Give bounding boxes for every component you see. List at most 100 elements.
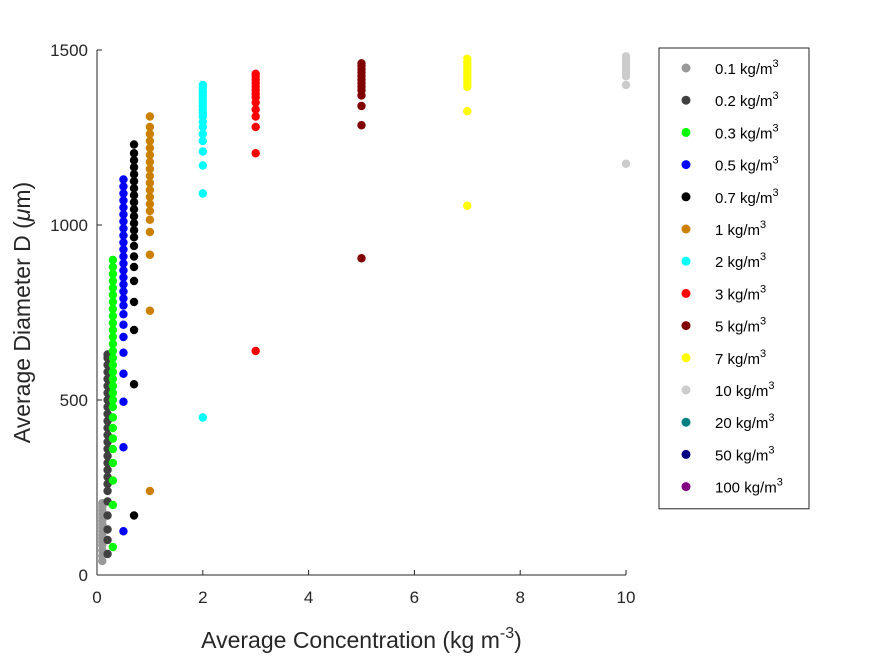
x-axis-title: Average Concentration (kg m-3) [201, 625, 522, 653]
data-point [108, 283, 118, 293]
y-axis-title: Average Diameter D (μm) [9, 182, 35, 443]
y-tick-label: 1500 [50, 41, 88, 60]
data-point [145, 143, 155, 153]
data-point [108, 423, 118, 433]
data-point [108, 318, 118, 328]
legend-box [658, 47, 810, 510]
data-point [129, 511, 139, 520]
legend-label: 7 kg/m3 [715, 348, 766, 368]
data-point [129, 149, 139, 158]
legend-label: 2 kg/m3 [715, 251, 766, 271]
data-point [145, 164, 155, 174]
data-point [119, 231, 128, 240]
data-point [145, 192, 155, 202]
data-point [108, 367, 118, 377]
data-point [103, 465, 112, 475]
legend-marker [681, 95, 691, 105]
data-point [129, 262, 139, 272]
y-tick-label: 500 [60, 391, 88, 410]
data-point [251, 346, 260, 356]
legend-marker [681, 353, 691, 363]
axes: 0 2 4 6 8 10 0 500 1000 1500 Average Concentration… [9, 41, 635, 653]
data-point [129, 198, 139, 207]
data-point [129, 241, 139, 251]
legend-label: 0.5 kg/m3 [715, 155, 779, 175]
data-point [108, 413, 118, 422]
legend-label: 50 kg/m3 [715, 444, 774, 464]
data-point [119, 294, 128, 303]
data-point [108, 311, 118, 321]
legend-marker [681, 288, 691, 298]
legend-label: 3 kg/m3 [715, 283, 766, 303]
data-point [621, 52, 631, 61]
data-point [119, 287, 128, 296]
data-point [198, 413, 207, 422]
x-tick-label: 10 [617, 588, 636, 607]
data-point [251, 105, 260, 114]
data-point [119, 320, 128, 329]
data-point [198, 161, 207, 170]
data-point [108, 290, 118, 300]
data-point [108, 297, 118, 307]
data-point [357, 59, 366, 68]
data-point [119, 203, 128, 212]
data-point [251, 69, 260, 79]
data-point [463, 201, 472, 210]
data-point [145, 306, 155, 315]
data-point [108, 325, 118, 335]
data-point [119, 217, 128, 226]
data-point [108, 374, 118, 384]
data-point [198, 189, 207, 198]
data-point [129, 170, 139, 179]
data-point [145, 199, 155, 209]
data-point [129, 226, 139, 235]
data-point [108, 395, 118, 405]
x-tick-label: 2 [198, 588, 207, 607]
legend-label: 20 kg/m3 [715, 412, 774, 432]
x-tick-label: 8 [515, 588, 524, 607]
data-point [108, 346, 118, 356]
data-point [119, 443, 128, 452]
data-point [145, 122, 155, 132]
data-point [108, 276, 118, 286]
data-point [145, 150, 155, 160]
data-point [129, 156, 139, 165]
data-point [357, 101, 366, 111]
data-point [357, 254, 366, 263]
data-point [108, 458, 118, 468]
data-point [108, 381, 118, 391]
data-point [108, 444, 118, 454]
data-point [119, 348, 128, 357]
data-point [357, 121, 366, 130]
data-point [119, 266, 128, 275]
data-point [198, 80, 207, 90]
legend-marker [681, 385, 691, 395]
legend-label: 5 kg/m3 [715, 316, 766, 336]
legend-label: 100 kg/m3 [715, 477, 783, 497]
data-point [108, 360, 118, 370]
data-point [145, 250, 155, 259]
legend-marker [681, 160, 691, 170]
data-point [108, 255, 118, 265]
data-point [129, 276, 139, 286]
data-point [119, 273, 128, 282]
data-point [129, 191, 139, 200]
data-point [103, 451, 112, 461]
data-point [129, 252, 139, 261]
data-point [108, 542, 118, 552]
y-tick-label: 0 [79, 566, 88, 585]
data-point [119, 252, 128, 261]
data-point [463, 107, 472, 116]
data-point [119, 189, 128, 198]
data-point [251, 149, 260, 158]
data-point [145, 171, 155, 181]
data-point [621, 159, 631, 168]
data-point [198, 136, 207, 146]
x-tick-label: 6 [410, 588, 419, 607]
legend-marker [681, 63, 691, 73]
data-point [108, 353, 118, 363]
data-point [119, 280, 128, 289]
data-point [119, 238, 128, 247]
data-point [251, 122, 260, 132]
